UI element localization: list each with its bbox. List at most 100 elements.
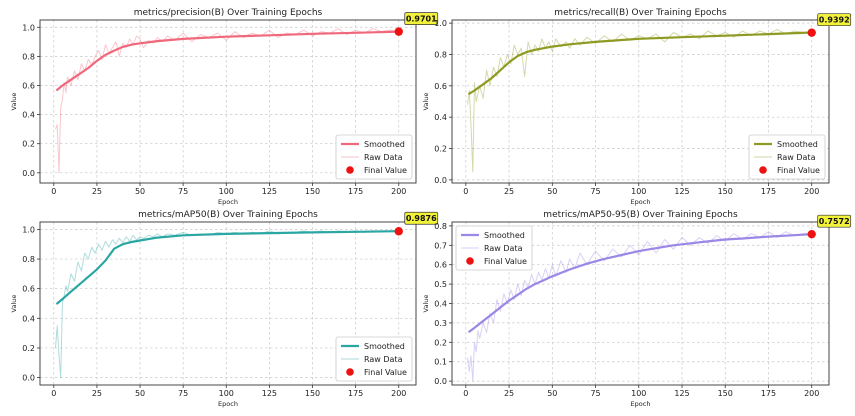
chart-title: metrics/mAP50-95(B) Over Training Epochs	[543, 210, 738, 220]
y-tick-label: 0.0	[22, 169, 35, 178]
x-tick-label: 0	[463, 187, 468, 196]
legend-smoothed: Smoothed	[364, 140, 405, 149]
chart-panels: metrics/precision(B) Over Training Epoch…	[10, 8, 852, 408]
x-tick-label: 200	[804, 389, 819, 398]
legend: Smoothed Raw Data Final Value	[748, 134, 826, 180]
x-tick-label: 200	[391, 389, 406, 398]
x-tick-label: 25	[92, 389, 102, 398]
x-axis-label: Epoch	[218, 400, 238, 408]
legend-raw-data: Raw Data	[364, 355, 403, 364]
final-value-box	[817, 214, 852, 228]
legend-final-swatch	[466, 257, 474, 265]
final-value-box	[404, 12, 439, 25]
final-value-marker	[394, 227, 403, 236]
x-tick-label: 50	[547, 187, 557, 196]
legend: Smoothed Raw Data Final Value	[335, 134, 413, 180]
x-tick-label: 200	[804, 187, 819, 196]
y-tick-label: 0.4	[22, 111, 35, 120]
y-tick-label: 1.0	[22, 225, 35, 234]
x-tick-label: 150	[305, 187, 320, 196]
y-tick-label: 0.4	[22, 314, 35, 323]
x-tick-label: 150	[305, 389, 320, 398]
smoothed-line	[56, 30, 400, 92]
grid-lines	[452, 20, 829, 183]
legend-final-value: Final Value	[364, 368, 407, 377]
x-tick-label: 25	[92, 187, 102, 196]
legend-final-value: Final Value	[484, 257, 527, 266]
final-value-box	[404, 211, 439, 225]
x-tick-label: 100	[219, 389, 234, 398]
chart-panel-1: metrics/precision(B) Over Training Epoch…	[10, 8, 439, 206]
y-tick-label: 0.5	[434, 280, 447, 289]
x-tick-label: 25	[504, 389, 514, 398]
y-axis-label: Value	[422, 295, 430, 313]
chart-panel-4: metrics/mAP50-95(B) Over Training Epochs…	[422, 210, 852, 408]
y-tick-label: 0.2	[22, 344, 35, 353]
x-tick-label: 0	[463, 389, 468, 398]
y-tick-label: 0.0	[22, 374, 35, 383]
final-value-marker	[394, 27, 403, 36]
grid-lines	[40, 20, 416, 183]
x-tick-label: 50	[135, 187, 145, 196]
x-tick-label: 75	[178, 389, 188, 398]
legend-smoothed: Smoothed	[364, 342, 405, 351]
axis-ticks: 0 25 50 75 100 125 150 175 200 0.0 0.1 0.2 0.3 0.4 0.5…	[434, 222, 819, 398]
y-tick-label: 0.6	[434, 82, 447, 91]
y-tick-label: 0.6	[22, 285, 35, 294]
legend-box	[455, 225, 533, 271]
y-tick-label: 0.0	[434, 176, 447, 185]
y-axis-label: Value	[422, 93, 430, 111]
x-tick-label: 100	[631, 187, 646, 196]
y-tick-label: 0.3	[434, 319, 447, 328]
x-axis-label: Epoch	[631, 400, 651, 408]
y-tick-label: 0.4	[434, 300, 447, 309]
chart-panel-3: metrics/mAP50(B) Over Training Epochs 0 25…	[10, 210, 439, 408]
x-tick-label: 100	[631, 389, 646, 398]
x-tick-label: 200	[391, 187, 406, 196]
y-tick-label: 0.0	[434, 377, 447, 386]
smoothed-line	[468, 31, 813, 95]
final-value-label: 0.9876	[406, 214, 437, 223]
x-tick-label: 175	[761, 187, 776, 196]
plot-frame	[451, 221, 830, 386]
x-tick-label: 175	[348, 389, 363, 398]
legend-smoothed: Smoothed	[484, 231, 525, 240]
x-tick-label: 50	[547, 389, 557, 398]
x-tick-label: 175	[348, 187, 363, 196]
y-tick-label: 0.4	[434, 113, 447, 122]
plot-frame	[39, 221, 417, 386]
x-tick-label: 25	[504, 187, 514, 196]
x-tick-label: 125	[674, 389, 689, 398]
final-value-label: 0.9392	[819, 16, 850, 25]
plot-frame	[39, 19, 417, 184]
legend-box	[335, 134, 413, 180]
legend-raw-data: Raw Data	[777, 153, 816, 162]
x-tick-label: 125	[262, 187, 277, 196]
x-tick-label: 50	[135, 389, 145, 398]
smoothed-line	[56, 230, 400, 305]
x-tick-label: 0	[51, 389, 56, 398]
final-value-box	[817, 13, 852, 27]
smoothed-line	[468, 233, 813, 333]
chart-panel-2: metrics/recall(B) Over Training Epochs 0 2…	[422, 8, 852, 206]
x-tick-label: 175	[761, 389, 776, 398]
y-tick-label: 1.0	[22, 23, 35, 32]
final-value-marker	[807, 28, 816, 37]
legend-final-value: Final Value	[364, 166, 407, 175]
axis-ticks: 0 25 50 75 100 125 150 175 200 0.0 0.2 0.4 0.6 0.8 1.0	[22, 23, 406, 196]
x-tick-label: 0	[51, 187, 56, 196]
legend-raw-data: Raw Data	[484, 244, 523, 253]
final-value-marker	[807, 229, 816, 239]
final-value-annotation: 0.7572	[817, 214, 852, 228]
x-tick-label: 75	[590, 187, 600, 196]
y-axis-label: Value	[10, 295, 18, 313]
y-tick-label: 1.0	[434, 19, 447, 28]
y-tick-label: 0.8	[22, 52, 35, 61]
legend-final-swatch	[346, 166, 354, 174]
x-axis-label: Epoch	[218, 198, 238, 206]
legend-box	[335, 336, 413, 382]
chart-title: metrics/precision(B) Over Training Epoch…	[134, 8, 323, 18]
y-tick-label: 0.2	[22, 140, 35, 149]
y-axis-label: Value	[10, 93, 18, 111]
